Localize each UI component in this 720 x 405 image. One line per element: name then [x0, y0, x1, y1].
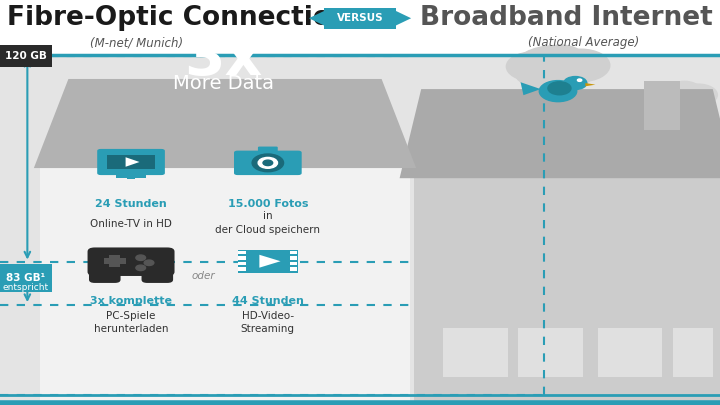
FancyBboxPatch shape — [598, 328, 662, 377]
FancyBboxPatch shape — [518, 328, 583, 377]
FancyBboxPatch shape — [127, 172, 135, 179]
Text: Online-TV in HD: Online-TV in HD — [90, 219, 172, 229]
Text: HD-Video-
Streaming: HD-Video- Streaming — [240, 311, 295, 334]
Text: Fibre-Optic Connection: Fibre-Optic Connection — [7, 5, 350, 31]
Polygon shape — [34, 79, 416, 168]
FancyArrow shape — [395, 11, 411, 26]
Circle shape — [548, 82, 571, 95]
FancyBboxPatch shape — [238, 251, 246, 254]
Circle shape — [577, 79, 582, 81]
Circle shape — [258, 158, 277, 168]
Text: 15.000 Fotos: 15.000 Fotos — [228, 199, 308, 209]
FancyBboxPatch shape — [109, 256, 120, 267]
Polygon shape — [259, 255, 281, 268]
FancyBboxPatch shape — [673, 328, 713, 377]
Text: PC-Spiele
herunterladen: PC-Spiele herunterladen — [94, 311, 168, 334]
FancyArrow shape — [309, 11, 325, 26]
Polygon shape — [585, 83, 595, 86]
Text: 24 Stunden: 24 Stunden — [95, 199, 167, 209]
Circle shape — [136, 265, 145, 271]
Circle shape — [679, 84, 717, 106]
Circle shape — [144, 260, 154, 266]
Circle shape — [653, 82, 708, 113]
FancyBboxPatch shape — [258, 147, 278, 155]
FancyBboxPatch shape — [238, 256, 246, 260]
FancyBboxPatch shape — [289, 267, 297, 271]
Circle shape — [136, 255, 145, 260]
Circle shape — [263, 160, 273, 166]
FancyBboxPatch shape — [107, 155, 155, 169]
Circle shape — [252, 154, 284, 172]
Text: (M-net/ Munich): (M-net/ Munich) — [90, 36, 184, 49]
FancyBboxPatch shape — [89, 267, 120, 283]
Text: oder: oder — [192, 271, 215, 281]
Text: 3x: 3x — [184, 30, 262, 87]
FancyBboxPatch shape — [0, 45, 52, 67]
FancyBboxPatch shape — [97, 149, 165, 175]
FancyBboxPatch shape — [234, 151, 302, 175]
Circle shape — [669, 81, 701, 99]
FancyBboxPatch shape — [238, 250, 298, 273]
Text: Broadband Internet: Broadband Internet — [420, 5, 713, 31]
Circle shape — [536, 45, 585, 72]
Text: entspricht: entspricht — [3, 284, 49, 292]
Text: More Data: More Data — [173, 75, 274, 93]
FancyBboxPatch shape — [289, 256, 297, 260]
FancyBboxPatch shape — [0, 0, 720, 55]
Polygon shape — [400, 89, 720, 178]
Polygon shape — [521, 82, 541, 95]
Text: (National Average): (National Average) — [528, 36, 639, 49]
Circle shape — [564, 77, 587, 90]
Circle shape — [529, 47, 572, 71]
Text: 83 GB¹: 83 GB¹ — [6, 273, 45, 283]
FancyBboxPatch shape — [0, 264, 52, 292]
FancyBboxPatch shape — [238, 262, 246, 265]
FancyBboxPatch shape — [104, 258, 125, 264]
Text: in
der Cloud speichern: in der Cloud speichern — [215, 211, 320, 234]
FancyBboxPatch shape — [644, 81, 680, 130]
Circle shape — [539, 81, 577, 102]
FancyBboxPatch shape — [414, 178, 720, 405]
Text: 44 Stunden: 44 Stunden — [232, 296, 304, 307]
Text: VERSUS: VERSUS — [337, 13, 383, 23]
Text: 3x komplette: 3x komplette — [90, 296, 172, 307]
FancyBboxPatch shape — [88, 247, 174, 276]
FancyBboxPatch shape — [116, 173, 146, 178]
FancyBboxPatch shape — [289, 251, 297, 254]
FancyBboxPatch shape — [238, 267, 246, 271]
Circle shape — [513, 46, 595, 92]
Circle shape — [649, 86, 683, 105]
Circle shape — [552, 49, 610, 81]
FancyBboxPatch shape — [40, 168, 410, 405]
FancyBboxPatch shape — [324, 8, 396, 29]
FancyBboxPatch shape — [289, 262, 297, 265]
FancyBboxPatch shape — [443, 328, 508, 377]
Circle shape — [506, 52, 557, 81]
FancyBboxPatch shape — [142, 267, 173, 283]
Polygon shape — [125, 157, 140, 167]
Text: 120 GB: 120 GB — [5, 51, 47, 61]
Circle shape — [663, 83, 692, 99]
